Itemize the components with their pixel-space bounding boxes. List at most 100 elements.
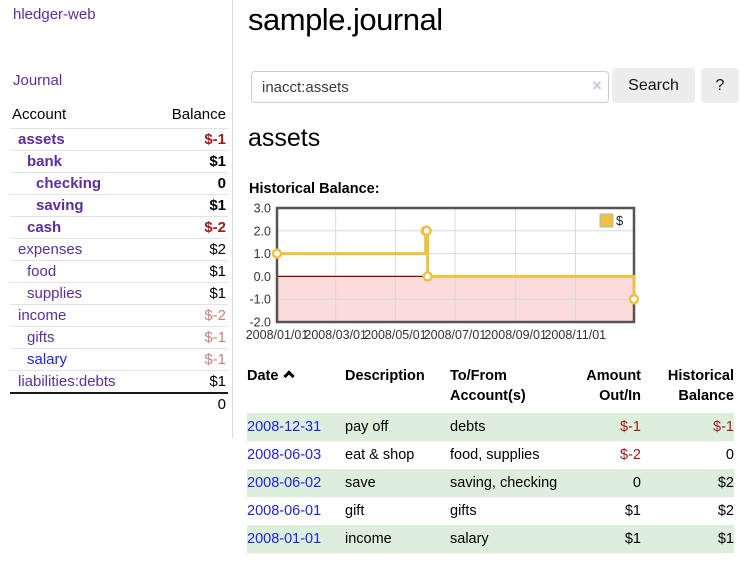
accounts-header-account: Account	[12, 106, 67, 123]
transaction-amount: 0	[632, 475, 641, 491]
account-link[interactable]: income	[18, 307, 67, 324]
account-row: income $-2	[10, 304, 228, 326]
transaction-balance: $2	[717, 475, 734, 491]
register-header-amount: Amount Out/In	[586, 368, 641, 404]
transaction-date-cell: 2008-06-01	[247, 497, 345, 525]
register-row: 2008-06-01 gift gifts $1 $2	[247, 497, 734, 525]
data-point-marker	[271, 248, 283, 259]
transaction-accounts: salary	[450, 531, 489, 547]
account-balance: $2	[209, 241, 226, 258]
transaction-accounts: debts	[450, 419, 486, 435]
account-balance: $1	[209, 197, 226, 214]
register-table-body: 2008-12-31 pay off debts $-1 $-1 2008-06-03 ea…	[247, 413, 734, 553]
account-row: bank $1	[10, 150, 228, 172]
transaction-date-cell: 2008-12-31	[247, 413, 345, 441]
y-axis-tick-label: -2.0	[249, 316, 271, 330]
register-header-accounts: To/From Account(s)	[450, 368, 526, 404]
y-axis-tick-label: -1.0	[249, 293, 271, 307]
transaction-amount: $1	[624, 531, 641, 547]
account-link[interactable]: salary	[27, 351, 68, 368]
transaction-date-link[interactable]: 2008-06-02	[247, 475, 322, 491]
account-link[interactable]: food	[27, 263, 57, 280]
transaction-balance: $1	[717, 531, 734, 547]
account-link[interactable]: gifts	[27, 329, 55, 346]
transaction-date-cell: 2008-06-02	[247, 469, 345, 497]
account-link[interactable]: checking	[36, 175, 102, 192]
clear-search-icon[interactable]: ×	[592, 76, 602, 95]
account-row: checking 0	[10, 172, 228, 194]
account-balance: 0	[217, 175, 226, 192]
account-balance: $1	[209, 285, 226, 302]
account-link[interactable]: supplies	[27, 285, 83, 302]
register-row: 2008-01-01 income salary $1 $1	[247, 525, 734, 553]
accounts-total-value: 0	[217, 396, 226, 413]
register-header-date[interactable]: Date	[247, 362, 345, 413]
x-axis-tick-label: 2008/03/01	[304, 328, 367, 342]
transaction-date-link[interactable]: 2008-12-31	[247, 419, 322, 435]
account-row: salary $-1	[10, 348, 228, 370]
y-axis-tick-label: 3.0	[254, 202, 271, 216]
account-link[interactable]: liabilities:debts	[18, 373, 116, 390]
data-point-marker	[422, 271, 433, 282]
x-axis-tick-label: 2008/11/01	[544, 328, 606, 342]
account-row: gifts $-1	[10, 326, 228, 348]
x-axis-tick-label: 2008/05/01	[364, 328, 427, 342]
account-row: food $1	[10, 260, 228, 282]
sidebar-item-journal[interactable]: Journal	[13, 72, 63, 89]
transaction-accounts: food, supplies	[450, 447, 540, 463]
sidebar: hledger-web Journal Account Balance asse…	[0, 0, 233, 438]
transaction-date-cell: 2008-06-03	[247, 441, 345, 469]
account-link[interactable]: cash	[27, 219, 62, 236]
accounts-total-row: 0	[10, 392, 228, 415]
transaction-balance: $2	[717, 503, 734, 519]
transaction-date-link[interactable]: 2008-06-01	[247, 503, 322, 519]
account-link[interactable]: bank	[27, 153, 63, 170]
account-balance: $1	[209, 263, 226, 280]
account-balance: $1	[209, 153, 226, 170]
legend-swatch	[599, 213, 614, 228]
page-title: sample.journal	[248, 2, 443, 37]
account-balance: $1	[209, 373, 226, 390]
transaction-description: eat & shop	[345, 447, 415, 463]
search-input[interactable]	[251, 71, 609, 103]
transaction-date-link[interactable]: 2008-06-03	[247, 447, 322, 463]
account-row: cash $-2	[10, 216, 228, 238]
data-point-marker	[421, 225, 432, 237]
register-row: 2008-06-02 save saving, checking 0 $2	[247, 469, 734, 497]
account-row: supplies $1	[10, 282, 228, 304]
app-brand-link[interactable]: hledger-web	[13, 6, 96, 23]
transaction-amount: $1	[624, 503, 641, 519]
transaction-balance: $-1	[713, 419, 734, 435]
search-button[interactable]: Search	[612, 68, 695, 103]
transaction-description: save	[345, 475, 376, 491]
account-row: assets $-1	[10, 128, 228, 150]
plot-border	[275, 206, 636, 324]
legend-label: $	[616, 213, 624, 228]
account-link[interactable]: expenses	[18, 241, 83, 258]
register-header-date-label: Date	[247, 368, 279, 384]
transaction-date-link[interactable]: 2008-01-01	[247, 531, 322, 547]
transaction-balance: 0	[725, 447, 734, 463]
register-row: 2008-06-03 eat & shop food, supplies $-2 0	[247, 441, 734, 469]
account-balance: $-1	[204, 329, 226, 346]
account-link[interactable]: assets	[18, 131, 65, 148]
x-axis-tick-label: 2008/01/01	[246, 328, 309, 342]
y-axis-tick-label: 1.0	[254, 247, 271, 261]
account-balance: $-2	[204, 219, 226, 236]
account-link[interactable]: saving	[36, 197, 84, 214]
account-balance: $-1	[204, 131, 226, 148]
chart-title: Historical Balance:	[249, 181, 380, 197]
account-heading: assets	[248, 124, 321, 152]
register-header-balance: Historical Balance	[667, 368, 734, 404]
register-row: 2008-12-31 pay off debts $-1 $-1	[247, 413, 734, 441]
account-row: liabilities:debts $1	[10, 370, 228, 392]
transaction-description: gift	[345, 503, 365, 519]
account-balance: $-1	[204, 351, 226, 368]
account-row: saving $1	[10, 194, 228, 216]
data-point-marker	[628, 293, 640, 305]
account-row: expenses $2	[10, 238, 228, 260]
transaction-date-cell: 2008-01-01	[247, 525, 345, 553]
transaction-description: pay off	[345, 419, 389, 435]
help-button[interactable]: ?	[701, 68, 739, 103]
y-axis-tick-label: 0.0	[254, 270, 271, 284]
